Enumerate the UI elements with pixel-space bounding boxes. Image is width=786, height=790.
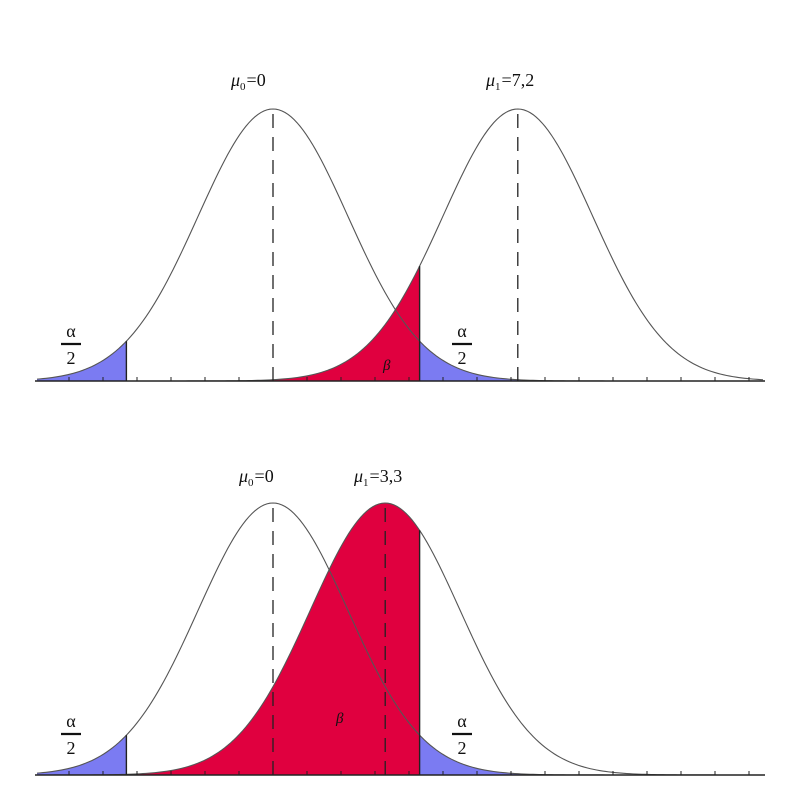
alpha-left-region <box>37 341 127 381</box>
mu1-label: μ1=7,2 <box>485 70 534 93</box>
alpha-half-label-right: α 2 <box>452 711 472 758</box>
alpha-left-region <box>37 735 127 775</box>
alpha-right-region <box>419 735 763 775</box>
alpha-half-label-left: α 2 <box>61 711 81 758</box>
svg-text:2: 2 <box>67 348 76 368</box>
beta-label: β <box>335 711 344 727</box>
x-axis-ticks <box>68 377 750 381</box>
svg-text:2: 2 <box>67 738 76 758</box>
x-axis-ticks <box>68 771 750 775</box>
h1-distribution-curve <box>37 502 763 776</box>
svg-text:α: α <box>66 711 76 731</box>
panel-bottom: μ0=0 μ1=3,3 β α 2 α 2 <box>35 466 765 776</box>
svg-text:α: α <box>66 321 76 341</box>
svg-text:α: α <box>457 711 467 731</box>
mu0-label: μ0=0 <box>230 70 266 93</box>
mu1-label: μ1=3,3 <box>353 466 402 489</box>
beta-region <box>37 503 420 775</box>
beta-label: β <box>382 358 391 374</box>
svg-text:α: α <box>457 321 467 341</box>
alpha-right-region <box>419 341 763 381</box>
svg-text:2: 2 <box>458 738 467 758</box>
svg-text:2: 2 <box>458 348 467 368</box>
beta-region <box>37 266 420 381</box>
alpha-half-label-left: α 2 <box>61 321 81 368</box>
panel-top: μ0=0 μ1=7,2 β α 2 α 2 <box>35 70 765 382</box>
alpha-half-label-right: α 2 <box>452 321 472 368</box>
mu0-label: μ0=0 <box>238 466 274 489</box>
